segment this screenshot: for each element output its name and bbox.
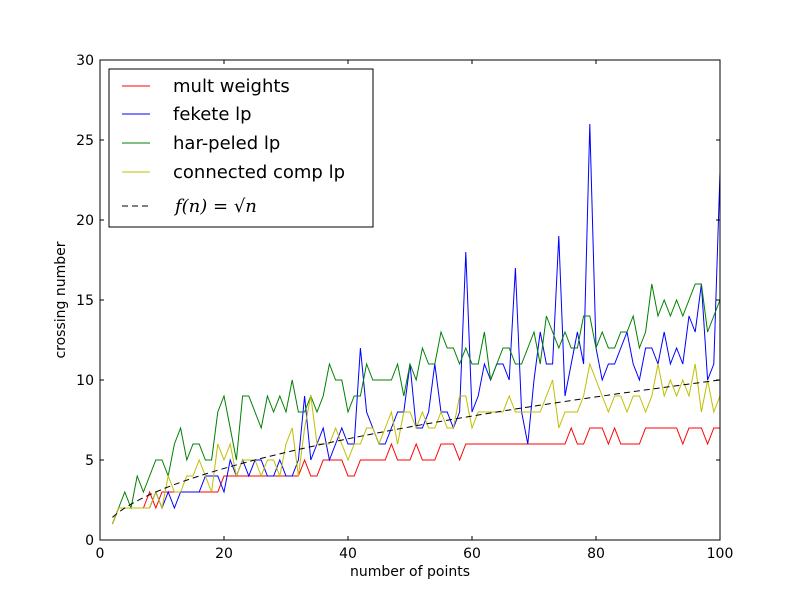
series-line-har-peled-lp (111, 283, 721, 525)
x-tick-label: 40 (339, 546, 357, 562)
series-layer (111, 123, 721, 525)
y-tick-label: 0 (85, 533, 94, 549)
y-tick-label: 15 (76, 293, 94, 309)
series-line-f-n-n (112, 379, 721, 518)
y-tick-label: 25 (76, 133, 94, 149)
tick-layer: 0 20 40 60 80 100 0 5 10 15 20 25 30 (76, 53, 733, 562)
y-tick-label: 5 (85, 453, 94, 469)
y-tick-label: 20 (76, 213, 94, 229)
series-line-connected-comp-lp (111, 362, 721, 525)
x-axis-title: number of points (350, 564, 470, 580)
x-tick-label: 0 (96, 546, 105, 562)
x-tick-label: 80 (587, 546, 605, 562)
legend-label-har-peled-lp: har-peled lp (173, 133, 280, 154)
legend-label-sqrt-n: f(n) = √n (173, 196, 257, 217)
y-tick-label: 30 (76, 53, 94, 69)
x-tick-label: 20 (215, 546, 233, 562)
y-axis-title: crossing number (53, 241, 69, 358)
series-line-mult-weights (111, 426, 720, 525)
legend-label-mult-weights: mult weights (173, 76, 290, 97)
x-tick-label: 60 (463, 546, 481, 562)
legend-label-connected-comp-lp: connected comp lp (173, 162, 345, 183)
legend-label-fekete-lp: fekete lp (173, 104, 252, 125)
x-tick-label: 100 (707, 546, 734, 562)
legend: mult weights fekete lp har-peled lp conn… (108, 68, 374, 228)
legend-box (108, 68, 374, 228)
y-tick-label: 10 (76, 373, 94, 389)
